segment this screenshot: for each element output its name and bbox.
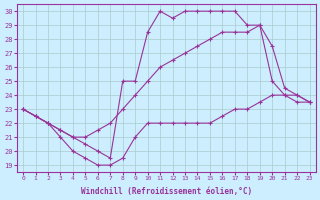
X-axis label: Windchill (Refroidissement éolien,°C): Windchill (Refroidissement éolien,°C) [81,187,252,196]
